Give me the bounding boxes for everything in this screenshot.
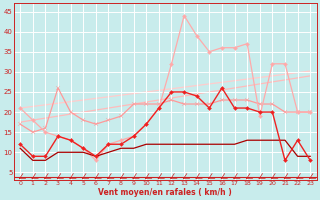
X-axis label: Vent moyen/en rafales ( km/h ): Vent moyen/en rafales ( km/h ): [98, 188, 232, 197]
